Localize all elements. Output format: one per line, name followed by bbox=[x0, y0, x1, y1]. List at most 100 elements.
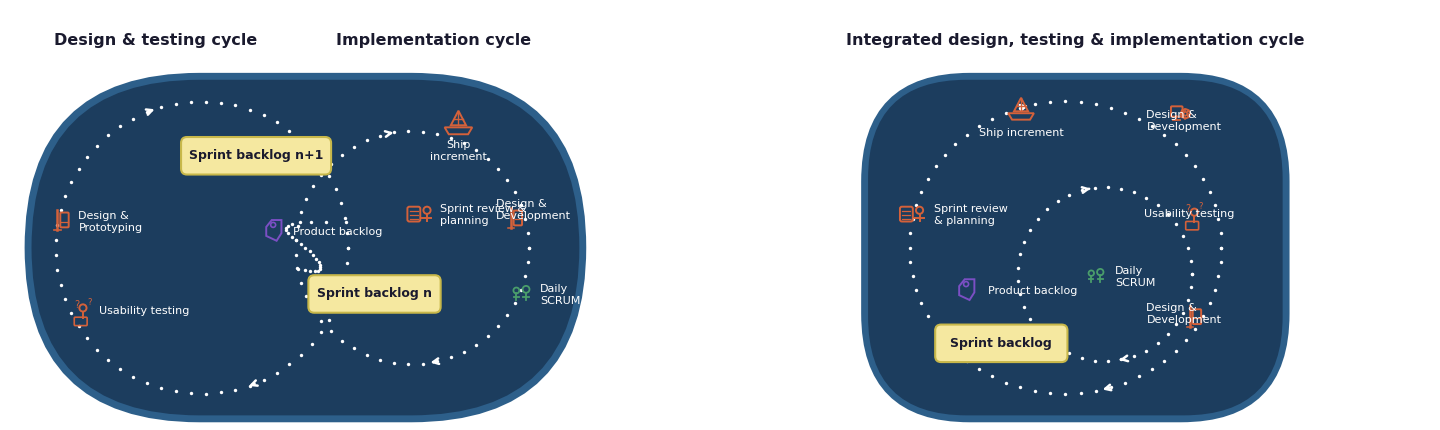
Point bbox=[933, 337, 956, 344]
Point bbox=[307, 258, 330, 265]
Point bbox=[933, 151, 956, 158]
FancyBboxPatch shape bbox=[861, 73, 1290, 422]
Point bbox=[287, 266, 310, 273]
Point bbox=[1035, 336, 1058, 343]
Point bbox=[209, 389, 232, 396]
FancyBboxPatch shape bbox=[181, 137, 331, 175]
Point bbox=[1070, 187, 1093, 194]
Point bbox=[285, 264, 308, 271]
Point bbox=[1070, 99, 1093, 106]
Point bbox=[284, 251, 307, 258]
Point bbox=[916, 313, 939, 320]
Point bbox=[465, 147, 488, 154]
Point bbox=[265, 369, 288, 376]
Point bbox=[68, 322, 91, 329]
Point bbox=[1058, 350, 1081, 357]
Point bbox=[1113, 109, 1136, 116]
Point bbox=[924, 326, 948, 332]
Point bbox=[68, 166, 91, 172]
Point bbox=[916, 175, 939, 182]
Point bbox=[1084, 387, 1107, 394]
Point bbox=[76, 154, 99, 160]
Point bbox=[294, 267, 317, 273]
Point bbox=[285, 237, 308, 244]
Point bbox=[1038, 99, 1061, 106]
Point bbox=[265, 119, 288, 126]
Point bbox=[1198, 188, 1221, 195]
Point bbox=[1047, 344, 1070, 350]
Point bbox=[289, 240, 312, 247]
Text: Usability testing: Usability testing bbox=[99, 306, 190, 316]
Point bbox=[1198, 300, 1221, 307]
Point bbox=[1191, 313, 1214, 320]
Point bbox=[1009, 251, 1032, 258]
Point bbox=[1035, 206, 1058, 213]
Point bbox=[968, 366, 991, 372]
Point bbox=[1012, 303, 1035, 310]
Point bbox=[495, 177, 518, 184]
Point bbox=[899, 258, 922, 265]
Point bbox=[330, 289, 353, 295]
Point bbox=[968, 123, 991, 129]
Text: Daily
SCRUM: Daily SCRUM bbox=[1115, 266, 1155, 289]
Point bbox=[1018, 227, 1041, 233]
Text: Design &
Development: Design & Development bbox=[1146, 110, 1221, 132]
Point bbox=[1165, 321, 1188, 328]
Point bbox=[1007, 277, 1030, 284]
Point bbox=[330, 337, 353, 344]
Point bbox=[516, 230, 539, 236]
Text: Sprint backlog: Sprint backlog bbox=[950, 337, 1053, 350]
Point bbox=[1070, 355, 1093, 362]
Point bbox=[487, 166, 510, 172]
Point bbox=[1179, 258, 1202, 264]
Point bbox=[1009, 291, 1032, 298]
Point bbox=[301, 305, 324, 312]
Point bbox=[955, 357, 978, 364]
Point bbox=[284, 237, 307, 244]
Point bbox=[1083, 357, 1106, 364]
Point bbox=[46, 267, 69, 273]
Point bbox=[383, 129, 406, 136]
Point bbox=[1110, 356, 1133, 363]
Point bbox=[1153, 357, 1176, 364]
Point bbox=[1038, 390, 1061, 396]
Point bbox=[310, 160, 333, 166]
Point bbox=[1123, 189, 1146, 196]
Point bbox=[320, 160, 343, 167]
FancyBboxPatch shape bbox=[32, 80, 579, 415]
Point bbox=[336, 259, 359, 266]
Point bbox=[337, 244, 360, 251]
Point bbox=[1140, 123, 1164, 129]
Point bbox=[164, 101, 187, 108]
Point bbox=[1165, 221, 1188, 228]
Point bbox=[1007, 264, 1030, 271]
Point bbox=[223, 386, 246, 393]
Point bbox=[314, 218, 337, 225]
Point bbox=[308, 266, 331, 273]
Point bbox=[904, 286, 927, 293]
Point bbox=[1054, 390, 1077, 397]
Point bbox=[1164, 347, 1187, 354]
Point bbox=[223, 102, 246, 109]
Point bbox=[294, 244, 317, 251]
Point bbox=[330, 151, 353, 158]
Text: Sprint backlog n+1: Sprint backlog n+1 bbox=[189, 149, 323, 162]
Text: Ship
increment: Ship increment bbox=[431, 140, 487, 162]
Point bbox=[1181, 271, 1204, 278]
Point bbox=[275, 227, 298, 234]
Point bbox=[510, 202, 533, 209]
Point bbox=[135, 109, 158, 116]
Point bbox=[289, 351, 312, 358]
Point bbox=[1099, 104, 1122, 111]
Point bbox=[924, 163, 948, 170]
Point bbox=[1176, 245, 1200, 252]
Point bbox=[1099, 384, 1122, 391]
Point bbox=[1156, 211, 1179, 218]
Text: Integrated design, testing & implementation cycle: Integrated design, testing & implementat… bbox=[847, 33, 1305, 48]
Point bbox=[1207, 215, 1230, 222]
Point bbox=[487, 322, 510, 329]
Point bbox=[288, 219, 311, 226]
Point bbox=[121, 115, 144, 122]
Point bbox=[1175, 337, 1198, 344]
Point bbox=[1210, 244, 1233, 251]
